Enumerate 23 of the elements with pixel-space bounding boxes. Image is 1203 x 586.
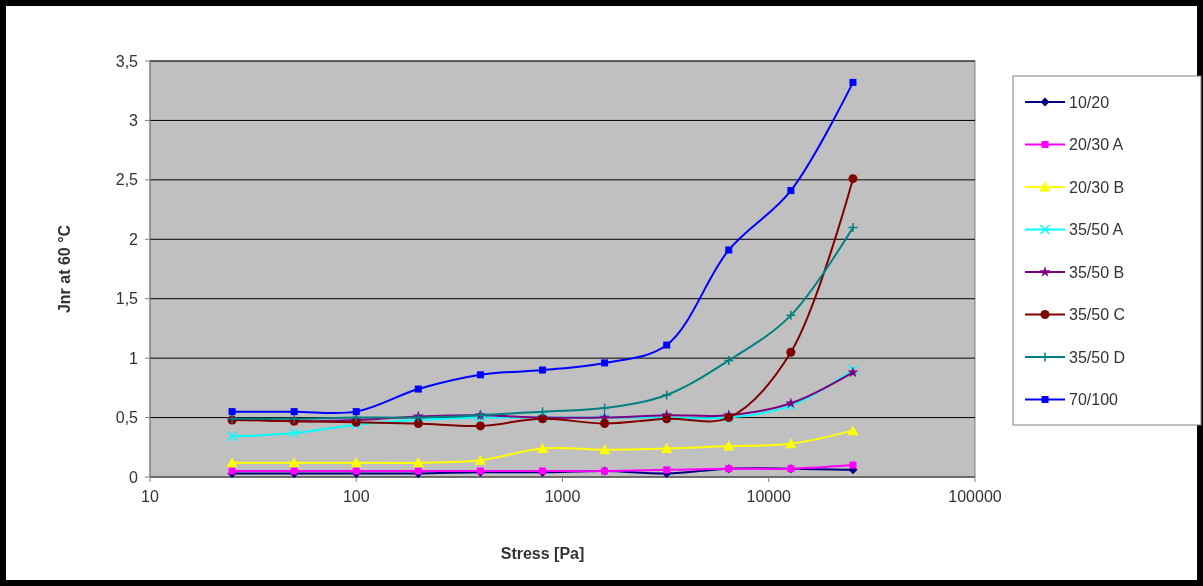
legend-label: 70/100 <box>1069 391 1119 409</box>
x-tick-label: 100 <box>342 488 370 505</box>
y-tick-label: 1,5 <box>115 290 139 308</box>
x-tick-label: 10 <box>141 488 159 505</box>
legend-label: 20/30 B <box>1069 178 1125 196</box>
legend-label: 20/30 A <box>1069 136 1124 154</box>
y-tick-label: 3 <box>129 112 139 130</box>
legend-label: 35/50 B <box>1069 263 1125 281</box>
legend-label: 10/20 <box>1069 93 1110 111</box>
y-tick-label: 2 <box>129 230 139 248</box>
legend-label: 35/50 D <box>1069 348 1126 366</box>
y-tick-label: 1 <box>129 349 139 367</box>
legend-label: 35/50 C <box>1069 306 1126 324</box>
x-axis-title: Stress [Pa] <box>500 545 585 562</box>
y-axis-title: Jnr at 60 °C <box>56 224 73 314</box>
y-tick-label: 0,5 <box>115 409 139 427</box>
x-tick-label: 1000 <box>544 488 581 505</box>
x-tick-label: 10000 <box>746 488 792 505</box>
y-tick-label: 2,5 <box>115 171 139 189</box>
y-tick-label: 0 <box>129 468 139 486</box>
y-tick-label: 3,5 <box>115 52 139 70</box>
legend-label: 35/50 A <box>1069 221 1124 239</box>
x-tick-label: 100000 <box>948 488 1002 505</box>
